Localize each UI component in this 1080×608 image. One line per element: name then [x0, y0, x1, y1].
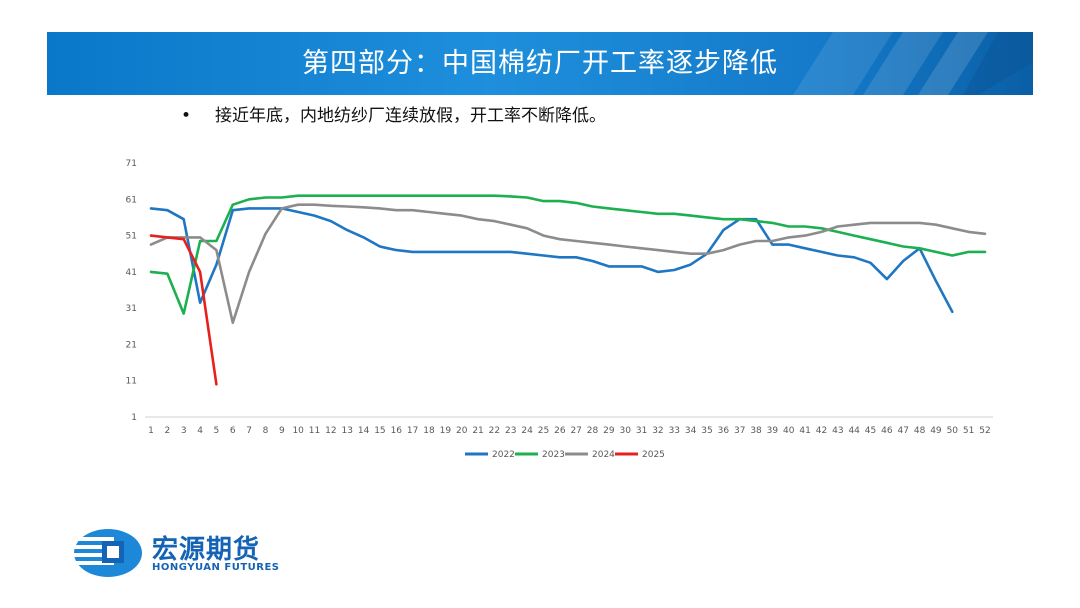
logo-name-en: HONGYUAN FUTURES	[152, 562, 280, 573]
x-tick-label: 39	[767, 426, 779, 436]
x-tick-label: 30	[620, 426, 632, 436]
x-tick-label: 9	[279, 426, 285, 436]
x-tick-label: 15	[374, 426, 385, 436]
x-tick-label: 19	[440, 426, 452, 436]
y-tick-label: 31	[126, 304, 137, 314]
x-tick-label: 33	[669, 426, 680, 436]
x-tick-label: 51	[963, 426, 974, 436]
x-tick-label: 52	[979, 426, 990, 436]
bullet-marker: •	[181, 106, 192, 126]
series-line-2025	[149, 234, 218, 386]
x-tick-label: 50	[947, 426, 959, 436]
x-tick-label: 20	[456, 426, 468, 436]
x-tick-label: 24	[521, 426, 533, 436]
x-tick-label: 45	[865, 426, 876, 436]
x-tick-label: 17	[407, 426, 418, 436]
y-tick-label: 11	[126, 377, 137, 387]
legend: 2022 2023 2024 2025	[465, 450, 665, 460]
x-tick-label: 38	[750, 426, 762, 436]
x-tick-label: 1	[148, 426, 154, 436]
y-tick-label: 41	[126, 268, 137, 278]
x-tick-label: 29	[603, 426, 615, 436]
x-tick-label: 10	[292, 426, 304, 436]
slide-title: 第四部分：中国棉纺厂开工率逐步降低	[302, 48, 778, 79]
x-tick-label: 35	[701, 426, 712, 436]
bullet-point: • 接近年底，内地纺纱厂连续放假，开工率不断降低。	[181, 102, 606, 130]
x-tick-label: 23	[505, 426, 516, 436]
logo-name-cn: 宏源期货	[152, 535, 261, 565]
x-tick-label: 44	[848, 426, 860, 436]
x-tick-label: 4	[197, 426, 203, 436]
x-tick-label: 48	[914, 426, 926, 436]
x-tick-label: 49	[930, 426, 942, 436]
x-tick-label: 22	[489, 426, 500, 436]
bullet-text: 接近年底，内地纺纱厂连续放假，开工率不断降低。	[215, 106, 606, 126]
x-tick-label: 18	[423, 426, 435, 436]
x-tick-label: 13	[342, 426, 353, 436]
x-tick-label: 3	[181, 426, 187, 436]
x-tick-label: 40	[783, 426, 795, 436]
x-tick-label: 37	[734, 426, 745, 436]
x-tick-label: 26	[554, 426, 566, 436]
x-tick-label: 14	[358, 426, 370, 436]
x-tick-label: 2	[164, 426, 170, 436]
y-tick-label: 51	[126, 232, 137, 242]
x-tick-label: 28	[587, 426, 599, 436]
x-tick-label: 21	[472, 426, 483, 436]
y-tick-label: 61	[126, 195, 137, 205]
x-tick-label: 5	[214, 426, 220, 436]
series-line-2024	[149, 203, 987, 324]
logo-emblem-icon	[74, 529, 142, 577]
x-tick-label: 27	[570, 426, 581, 436]
x-tick-label: 32	[652, 426, 663, 436]
x-tick-label: 36	[718, 426, 730, 436]
x-tick-label: 46	[881, 426, 893, 436]
x-tick-label: 31	[636, 426, 647, 436]
x-tick-label: 25	[538, 426, 549, 436]
x-axis: 1 2 3 4 5 6 7 8 9 10 11 12 13 14 15 16 17 18 19 20 21 22 23 24 2…	[148, 426, 991, 436]
x-tick-label: 34	[685, 426, 697, 436]
x-tick-label: 16	[391, 426, 403, 436]
x-tick-label: 11	[309, 426, 320, 436]
x-tick-label: 7	[246, 426, 252, 436]
title-banner: 第四部分：中国棉纺厂开工率逐步降低	[47, 32, 1033, 95]
legend-label-2024: 2024	[592, 450, 615, 460]
x-tick-label: 6	[230, 426, 236, 436]
banner-stripes-decoration	[793, 32, 1033, 95]
y-tick-label: 71	[126, 159, 137, 169]
legend-label-2023: 2023	[542, 450, 565, 460]
x-tick-label: 43	[832, 426, 843, 436]
series-lines	[149, 194, 987, 386]
legend-label-2022: 2022	[492, 450, 515, 460]
x-tick-label: 12	[325, 426, 336, 436]
company-logo: 宏源期货 HONGYUAN FUTURES	[72, 527, 312, 582]
x-tick-label: 8	[263, 426, 269, 436]
series-line-2023	[149, 194, 987, 315]
x-tick-label: 47	[898, 426, 909, 436]
legend-label-2025: 2025	[642, 450, 665, 460]
x-tick-label: 41	[799, 426, 810, 436]
y-tick-label: 1	[131, 413, 137, 423]
y-tick-label: 21	[126, 340, 137, 350]
x-tick-label: 42	[816, 426, 827, 436]
